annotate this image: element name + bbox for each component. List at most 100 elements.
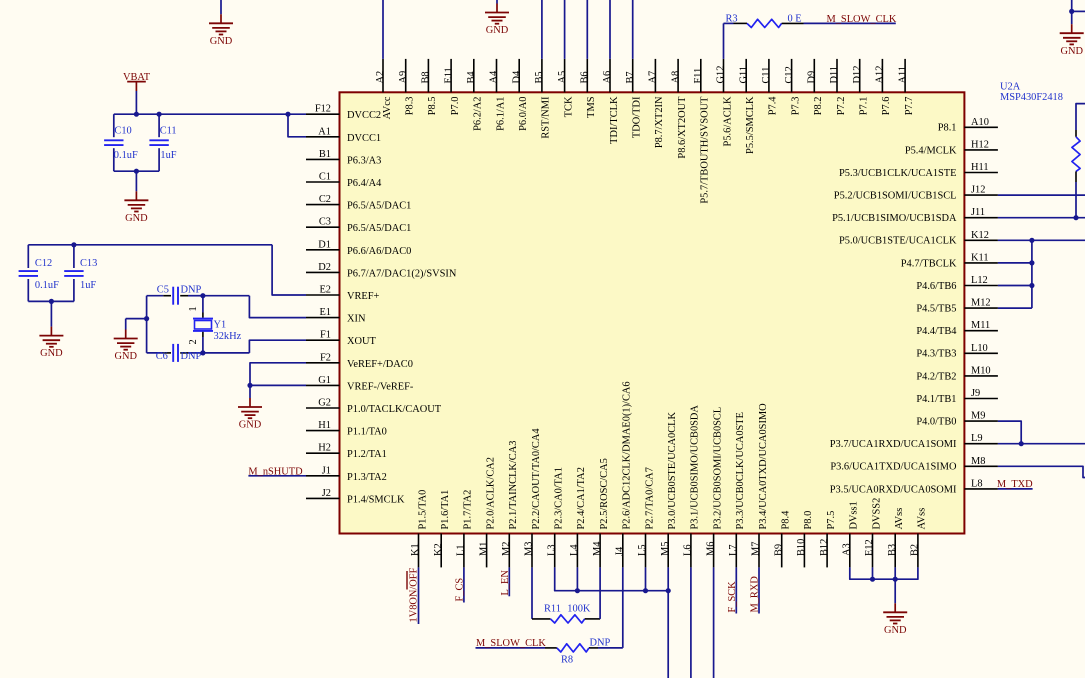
svg-text:M8: M8 — [971, 456, 985, 467]
svg-text:A7: A7 — [648, 71, 659, 84]
svg-text:P7.3: P7.3 — [790, 97, 801, 116]
svg-text:100K: 100K — [567, 603, 591, 614]
svg-text:C10: C10 — [114, 126, 131, 137]
svg-text:F11: F11 — [693, 68, 704, 84]
svg-text:E1: E1 — [319, 307, 331, 318]
svg-text:P1.0/TACLK/CAOUT: P1.0/TACLK/CAOUT — [347, 404, 442, 415]
svg-text:P6.2/A2: P6.2/A2 — [473, 97, 484, 131]
svg-text:P8.6/XT2OUT: P8.6/XT2OUT — [677, 96, 688, 159]
svg-text:P4.6/TB6: P4.6/TB6 — [916, 281, 956, 292]
svg-text:0.1uF: 0.1uF — [35, 280, 59, 291]
svg-text:TDI/TCLK: TDI/TCLK — [609, 96, 620, 144]
svg-text:C6: C6 — [156, 351, 168, 362]
svg-text:R11: R11 — [544, 603, 561, 614]
svg-text:L6: L6 — [683, 544, 694, 556]
svg-text:A10: A10 — [971, 117, 989, 128]
svg-text:P7.6: P7.6 — [881, 97, 892, 116]
svg-text:P8.1: P8.1 — [938, 123, 957, 134]
svg-text:P6.5/A5/DAC1: P6.5/A5/DAC1 — [347, 201, 411, 212]
svg-text:P2.2/CAOUT/TA0/CA4: P2.2/CAOUT/TA0/CA4 — [531, 428, 542, 530]
svg-text:A4: A4 — [489, 70, 500, 84]
svg-text:P5.6/ACLK: P5.6/ACLK — [722, 96, 733, 146]
svg-text:F12: F12 — [315, 104, 331, 115]
svg-text:P2.1/TAINCLK/CA3: P2.1/TAINCLK/CA3 — [508, 441, 519, 530]
svg-text:P6.0/A0: P6.0/A0 — [518, 97, 529, 131]
svg-text:L10: L10 — [971, 343, 988, 354]
svg-text:B12: B12 — [819, 539, 830, 556]
svg-text:M6: M6 — [705, 542, 716, 556]
svg-text:P4.2/TB2: P4.2/TB2 — [916, 371, 956, 382]
svg-text:P7.1: P7.1 — [859, 97, 870, 116]
svg-text:GND: GND — [125, 213, 148, 224]
svg-text:P1.1/TA0: P1.1/TA0 — [347, 427, 387, 438]
svg-text:DVss1: DVss1 — [849, 501, 860, 529]
svg-text:GND: GND — [239, 420, 262, 431]
svg-text:P2.6/ADC12CLK/DMAE0(1)/CA6: P2.6/ADC12CLK/DMAE0(1)/CA6 — [622, 381, 633, 529]
svg-text:P1.4/SMCLK: P1.4/SMCLK — [347, 494, 405, 505]
svg-text:D1: D1 — [318, 239, 331, 250]
svg-text:P6.4/A4: P6.4/A4 — [347, 178, 382, 189]
svg-text:A6: A6 — [602, 71, 613, 84]
svg-text:H12: H12 — [971, 139, 989, 150]
svg-text:M11: M11 — [971, 320, 990, 331]
svg-text:L3: L3 — [546, 544, 557, 556]
svg-text:1uF: 1uF — [160, 150, 176, 161]
svg-text:J2: J2 — [322, 488, 331, 499]
svg-text:R8: R8 — [561, 655, 573, 666]
svg-text:P6.6/A6/DAC0: P6.6/A6/DAC0 — [347, 246, 411, 257]
svg-text:P2.0/ACLK/CA2: P2.0/ACLK/CA2 — [485, 457, 496, 529]
svg-text:G2: G2 — [318, 398, 331, 409]
svg-text:DVCC1: DVCC1 — [347, 133, 381, 144]
svg-text:L1: L1 — [456, 544, 467, 556]
svg-text:GND: GND — [114, 351, 137, 362]
svg-text:B1: B1 — [319, 149, 331, 160]
svg-text:A9: A9 — [398, 71, 409, 84]
svg-text:P7.4: P7.4 — [768, 96, 779, 116]
svg-text:M10: M10 — [971, 365, 991, 376]
svg-text:P4.7/TBCLK: P4.7/TBCLK — [901, 258, 957, 269]
svg-text:AVcc: AVcc — [382, 96, 393, 119]
svg-text:GND: GND — [210, 36, 233, 47]
svg-text:J4: J4 — [615, 546, 626, 556]
svg-text:B5: B5 — [534, 71, 545, 83]
svg-text:G11: G11 — [738, 66, 749, 84]
svg-text:L4: L4 — [569, 544, 580, 556]
svg-text:B7: B7 — [625, 71, 636, 83]
svg-text:P3.1/UCB0SIMO/UCB0SDA: P3.1/UCB0SIMO/UCB0SDA — [690, 405, 701, 530]
svg-text:E12: E12 — [864, 539, 875, 556]
svg-text:DNP: DNP — [181, 285, 202, 296]
svg-text:C11: C11 — [761, 67, 772, 84]
svg-text:J11: J11 — [971, 207, 985, 218]
svg-text:XIN: XIN — [347, 314, 366, 325]
svg-text:A1: A1 — [318, 126, 331, 137]
svg-text:D2: D2 — [318, 262, 331, 273]
svg-text:D12: D12 — [852, 66, 863, 84]
svg-text:C11: C11 — [160, 126, 177, 137]
svg-text:Y1: Y1 — [214, 319, 227, 330]
svg-text:B3: B3 — [887, 544, 898, 556]
svg-text:P8.2: P8.2 — [813, 97, 824, 116]
svg-text:P4.1/TB1: P4.1/TB1 — [916, 394, 956, 405]
svg-text:TDO/TDI: TDO/TDI — [632, 96, 643, 138]
svg-text:A12: A12 — [875, 66, 886, 84]
svg-text:D9: D9 — [807, 71, 818, 84]
svg-text:M_SLOW_CLK: M_SLOW_CLK — [476, 638, 546, 649]
svg-text:AVss: AVss — [894, 508, 905, 530]
svg-text:K2: K2 — [433, 543, 444, 556]
svg-text:B6: B6 — [580, 71, 591, 83]
svg-text:P1.3/TA2: P1.3/TA2 — [347, 472, 387, 483]
svg-text:P5.5/SMCLK: P5.5/SMCLK — [745, 96, 756, 154]
svg-text:DNP: DNP — [181, 351, 202, 362]
svg-text:0.1uF: 0.1uF — [114, 150, 138, 161]
svg-text:P7.0: P7.0 — [450, 97, 461, 116]
svg-text:VBAT: VBAT — [123, 72, 151, 83]
svg-text:J1: J1 — [322, 465, 331, 476]
svg-text:P6.3/A3: P6.3/A3 — [347, 155, 381, 166]
svg-text:H2: H2 — [318, 443, 331, 454]
svg-text:P8.4: P8.4 — [781, 510, 792, 530]
svg-text:L7: L7 — [728, 544, 739, 556]
svg-text:P8.5: P8.5 — [427, 97, 438, 116]
svg-text:M3: M3 — [524, 542, 535, 556]
svg-text:1uF: 1uF — [80, 280, 96, 291]
svg-text:B4: B4 — [466, 71, 477, 84]
